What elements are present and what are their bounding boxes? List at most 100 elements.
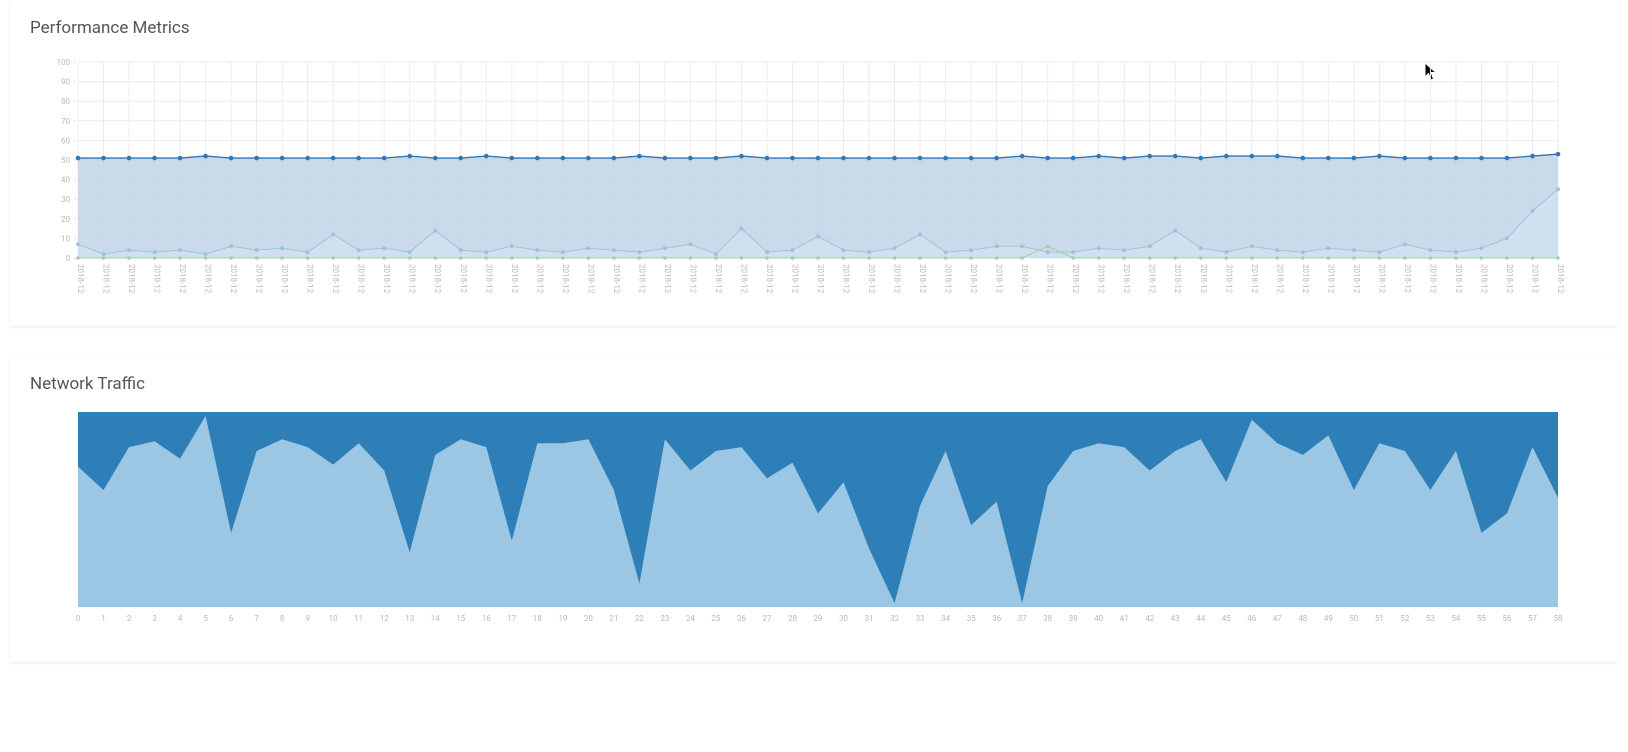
svg-text:22: 22: [635, 614, 644, 623]
svg-text:100: 100: [57, 58, 71, 67]
svg-text:3: 3: [152, 614, 157, 623]
svg-text:10: 10: [61, 234, 70, 243]
svg-text:54: 54: [1451, 614, 1460, 623]
svg-text:40: 40: [61, 176, 70, 185]
svg-text:7: 7: [254, 614, 259, 623]
svg-text:26: 26: [737, 614, 746, 623]
svg-text:2018-12: 2018-12: [204, 264, 213, 294]
svg-text:2018-12: 2018-12: [1326, 264, 1335, 294]
svg-text:20: 20: [61, 215, 70, 224]
svg-text:24: 24: [686, 614, 695, 623]
svg-text:23: 23: [660, 614, 669, 623]
network-area-chart: 0123456789101112131415161718192021222324…: [30, 412, 1570, 642]
svg-text:2018-12: 2018-12: [433, 264, 442, 294]
svg-text:2018-12: 2018-12: [1428, 264, 1437, 294]
svg-text:80: 80: [61, 97, 70, 106]
svg-text:35: 35: [967, 614, 976, 623]
svg-text:2018-12: 2018-12: [688, 264, 697, 294]
svg-text:70: 70: [61, 117, 70, 126]
svg-text:0: 0: [76, 614, 81, 623]
network-traffic-card: Network Traffic 012345678910111213141516…: [10, 356, 1618, 662]
svg-text:2018-12: 2018-12: [816, 264, 825, 294]
svg-text:51: 51: [1375, 614, 1384, 623]
svg-text:48: 48: [1298, 614, 1307, 623]
svg-text:19: 19: [558, 614, 567, 623]
network-traffic-chart[interactable]: 0123456789101112131415161718192021222324…: [30, 412, 1598, 642]
svg-text:2018-12: 2018-12: [1377, 264, 1386, 294]
svg-text:2018-12: 2018-12: [1173, 264, 1182, 294]
svg-text:55: 55: [1477, 614, 1486, 623]
svg-text:2018-12: 2018-12: [663, 264, 672, 294]
svg-text:42: 42: [1145, 614, 1154, 623]
svg-text:1: 1: [101, 614, 106, 623]
svg-text:12: 12: [380, 614, 389, 623]
svg-text:15: 15: [456, 614, 465, 623]
svg-text:25: 25: [711, 614, 720, 623]
performance-metrics-title: Performance Metrics: [30, 18, 1598, 38]
svg-text:2018-12: 2018-12: [1250, 264, 1259, 294]
svg-text:2018-12: 2018-12: [1352, 264, 1361, 294]
svg-text:2018-12: 2018-12: [1556, 264, 1565, 294]
svg-text:28: 28: [788, 614, 797, 623]
svg-text:17: 17: [507, 614, 516, 623]
svg-text:2018-12: 2018-12: [1122, 264, 1131, 294]
svg-text:13: 13: [405, 614, 414, 623]
svg-text:2018-12: 2018-12: [790, 264, 799, 294]
svg-text:2018-12: 2018-12: [842, 264, 851, 294]
svg-text:9: 9: [305, 614, 310, 623]
svg-text:52: 52: [1400, 614, 1409, 623]
svg-text:2018-12: 2018-12: [255, 264, 264, 294]
svg-text:2018-12: 2018-12: [739, 264, 748, 294]
svg-text:49: 49: [1324, 614, 1333, 623]
performance-metrics-chart[interactable]: 01020304050607080901002018-122018-122018…: [30, 56, 1598, 306]
svg-text:2018-12: 2018-12: [178, 264, 187, 294]
svg-text:14: 14: [431, 614, 440, 623]
svg-text:40: 40: [1094, 614, 1103, 623]
svg-text:2018-12: 2018-12: [1148, 264, 1157, 294]
svg-text:2018-12: 2018-12: [1403, 264, 1412, 294]
svg-text:45: 45: [1222, 614, 1231, 623]
svg-text:2018-12: 2018-12: [357, 264, 366, 294]
svg-text:30: 30: [61, 195, 70, 204]
svg-text:2018-12: 2018-12: [229, 264, 238, 294]
svg-text:2018-12: 2018-12: [102, 264, 111, 294]
svg-text:20: 20: [584, 614, 593, 623]
svg-text:16: 16: [482, 614, 491, 623]
svg-text:2018-12: 2018-12: [1301, 264, 1310, 294]
svg-text:2018-12: 2018-12: [1071, 264, 1080, 294]
svg-text:57: 57: [1528, 614, 1537, 623]
svg-text:2018-12: 2018-12: [1199, 264, 1208, 294]
svg-text:2018-12: 2018-12: [867, 264, 876, 294]
svg-text:2018-12: 2018-12: [535, 264, 544, 294]
svg-text:50: 50: [1349, 614, 1358, 623]
svg-text:2018-12: 2018-12: [382, 264, 391, 294]
svg-text:2018-12: 2018-12: [408, 264, 417, 294]
svg-text:4: 4: [178, 614, 183, 623]
svg-text:0: 0: [66, 254, 71, 263]
svg-text:2018-12: 2018-12: [459, 264, 468, 294]
svg-text:2018-12: 2018-12: [765, 264, 774, 294]
svg-text:2018-12: 2018-12: [484, 264, 493, 294]
svg-text:32: 32: [890, 614, 899, 623]
svg-text:2018-12: 2018-12: [1479, 264, 1488, 294]
svg-text:60: 60: [61, 136, 70, 145]
svg-text:2018-12: 2018-12: [918, 264, 927, 294]
svg-text:2018-12: 2018-12: [1275, 264, 1284, 294]
svg-text:36: 36: [992, 614, 1001, 623]
svg-text:2018-12: 2018-12: [1046, 264, 1055, 294]
svg-text:2018-12: 2018-12: [280, 264, 289, 294]
svg-text:2018-12: 2018-12: [944, 264, 953, 294]
svg-text:2018-12: 2018-12: [127, 264, 136, 294]
svg-text:18: 18: [533, 614, 542, 623]
svg-text:2018-12: 2018-12: [969, 264, 978, 294]
svg-text:2018-12: 2018-12: [561, 264, 570, 294]
svg-text:10: 10: [329, 614, 338, 623]
svg-text:21: 21: [609, 614, 618, 623]
svg-text:8: 8: [280, 614, 285, 623]
svg-text:2018-12: 2018-12: [1454, 264, 1463, 294]
svg-text:2018-12: 2018-12: [893, 264, 902, 294]
svg-text:34: 34: [941, 614, 950, 623]
svg-text:2018-12: 2018-12: [331, 264, 340, 294]
svg-text:2018-12: 2018-12: [1020, 264, 1029, 294]
svg-text:2018-12: 2018-12: [1505, 264, 1514, 294]
